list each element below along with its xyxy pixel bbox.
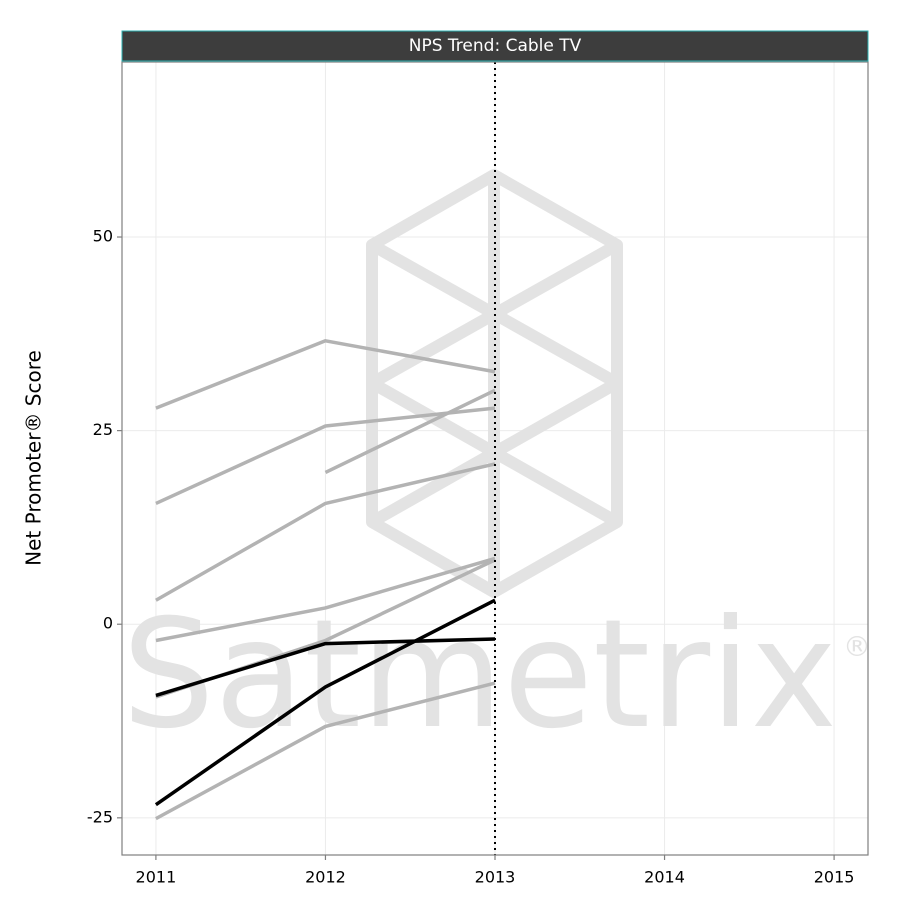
y-tick-label: 0 xyxy=(103,614,113,633)
series-line xyxy=(155,637,496,698)
lines xyxy=(154,62,496,855)
chart-title: NPS Trend: Cable TV xyxy=(409,36,582,56)
x-tick-label: 2015 xyxy=(814,868,855,887)
axes: 2011 2012 2013 2014 2015 -25 0 25 50 xyxy=(87,227,855,887)
series-line xyxy=(155,339,496,410)
watermark-mark: ® xyxy=(843,630,871,663)
y-tick-label: 25 xyxy=(93,420,113,439)
y-tick-label: 50 xyxy=(93,227,113,246)
series-line xyxy=(155,681,496,821)
x-tick-label: 2014 xyxy=(644,868,685,887)
watermark: Satmetrix xyxy=(122,588,837,762)
strip xyxy=(121,30,869,62)
x-tick-label: 2012 xyxy=(305,868,346,887)
series-line xyxy=(155,556,496,643)
y-axis-label: Net Promoter® Score xyxy=(22,350,46,566)
y-tick-label: -25 xyxy=(87,807,113,826)
x-tick-label: 2011 xyxy=(136,868,177,887)
x-tick-label: 2013 xyxy=(475,868,516,887)
series-line xyxy=(154,598,496,807)
series-line xyxy=(155,406,496,506)
series-line xyxy=(324,388,496,475)
series-line xyxy=(155,462,496,602)
